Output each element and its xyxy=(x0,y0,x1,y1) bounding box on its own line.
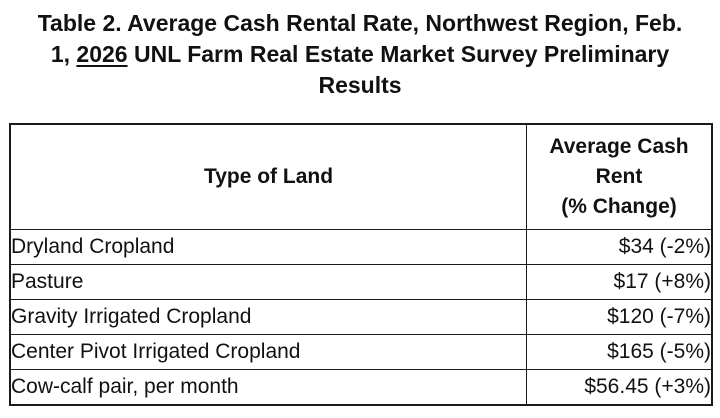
table-row: Dryland Cropland $34 (-2%) xyxy=(9,229,713,265)
title-year: 2026 xyxy=(76,41,128,67)
rental-rate-table: Type of Land Average Cash Rent (% Change… xyxy=(9,123,713,406)
header-average-cash-rent: Average Cash Rent (% Change) xyxy=(526,123,713,230)
header-type-of-land: Type of Land xyxy=(9,123,527,230)
rent-value-cell: $17 (+8%) xyxy=(526,264,713,300)
title-line-2-suffix: UNL Farm Real Estate Market Survey Preli… xyxy=(127,41,670,67)
table-title: Table 2. Average Cash Rental Rate, North… xyxy=(0,8,720,101)
header-rent-line-3: (% Change) xyxy=(561,195,677,218)
title-line-2: 1, 2026 UNL Farm Real Estate Market Surv… xyxy=(0,39,720,70)
land-type-cell: Center Pivot Irrigated Cropland xyxy=(9,334,527,370)
header-row: Type of Land Average Cash Rent (% Change… xyxy=(9,123,713,230)
title-line-1: Table 2. Average Cash Rental Rate, North… xyxy=(37,10,683,36)
land-type-cell: Cow-calf pair, per month xyxy=(9,369,527,406)
land-type-cell: Gravity Irrigated Cropland xyxy=(9,299,527,335)
rent-value-cell: $120 (-7%) xyxy=(526,299,713,335)
title-line-3: Results xyxy=(318,72,402,98)
land-type-cell: Pasture xyxy=(9,264,527,300)
table-row: Center Pivot Irrigated Cropland $165 (-5… xyxy=(9,334,713,370)
table-row: Cow-calf pair, per month $56.45 (+3%) xyxy=(9,369,713,406)
header-rent-line-1: Average Cash xyxy=(549,135,689,158)
rent-value-cell: $165 (-5%) xyxy=(526,334,713,370)
header-rent-line-2: Rent xyxy=(595,165,643,188)
table-row: Gravity Irrigated Cropland $120 (-7%) xyxy=(9,299,713,335)
land-type-cell: Dryland Cropland xyxy=(9,229,527,265)
rent-value-cell: $34 (-2%) xyxy=(526,229,713,265)
title-line-2-prefix: 1, xyxy=(50,41,77,67)
table-row: Pasture $17 (+8%) xyxy=(9,264,713,300)
rent-value-cell: $56.45 (+3%) xyxy=(526,369,713,406)
